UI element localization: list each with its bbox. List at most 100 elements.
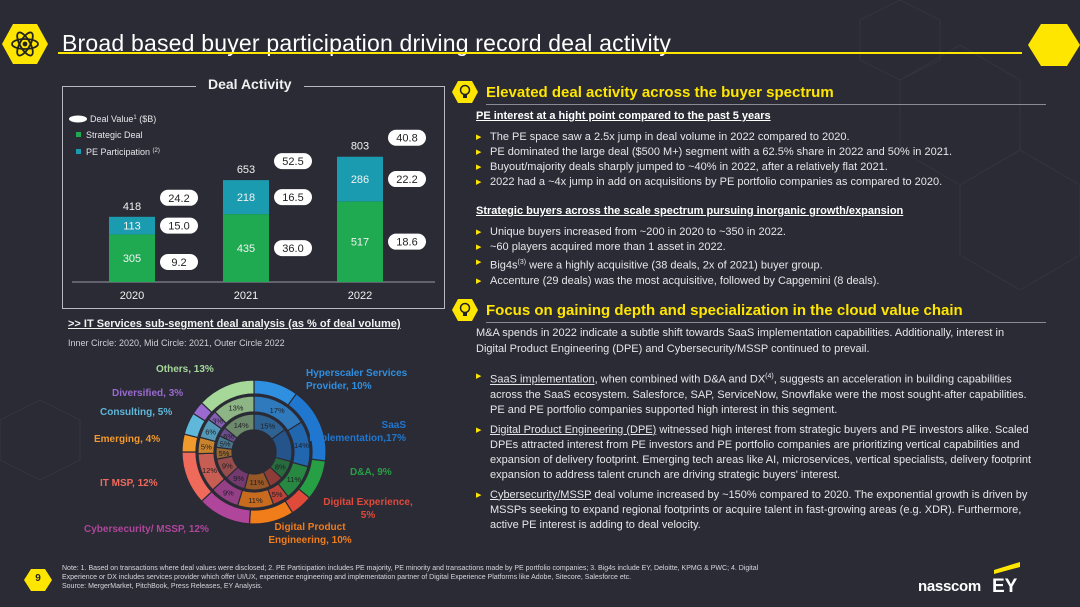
nasscom-logo: nasscom [918, 578, 981, 595]
page-title: Broad based buyer participation driving … [62, 30, 672, 56]
total-deal-value-label: 40.8 [396, 133, 417, 145]
donut-category-label: Consulting, 5% [100, 407, 172, 418]
strategic-value-label: 517 [351, 237, 369, 249]
donut-category-label: D&A, 9% [350, 467, 392, 478]
saas-mid-text: , when combined with D&A and DX [594, 373, 766, 386]
pe-deal-value-label: 22.2 [396, 174, 417, 186]
donut-mid-label: 5% [272, 490, 283, 499]
donut-mid-slice [214, 395, 255, 425]
total-deal-value-label: 52.5 [282, 156, 303, 168]
donut-inner-label: 9% [222, 462, 233, 471]
pe-deal-value-label-pill [388, 171, 426, 188]
title-bar: Broad based buyer participation driving … [0, 18, 1080, 68]
big4-label: Big4s [490, 259, 518, 272]
donut-inner-label: 8% [275, 462, 286, 471]
footnotes: Note: 1. Based on transactions where dea… [62, 564, 862, 591]
footnote-line: Experience or DX includes services provi… [62, 574, 632, 581]
strategic-bullets: Unique buyers increased from ~200 in 202… [476, 225, 1036, 289]
footnote-line: Note: 1. Based on transactions where dea… [62, 565, 759, 572]
donut-outer-slice [200, 379, 255, 414]
ey-logo: EY [992, 562, 1020, 594]
list-item: Cybersecurity/MSSP deal volume increased… [476, 488, 1036, 533]
pe-deal-value-label: 16.5 [282, 192, 303, 204]
pe-deal-value-label-pill [160, 217, 198, 234]
total-deal-value-label-pill [388, 129, 426, 146]
title-underline [58, 52, 1022, 54]
donut-inner-label: 14% [234, 421, 249, 430]
donut-category-label: Cybersecurity/ MSSP, 12% [84, 524, 209, 535]
big4-text: were a highly acquisitive (38 deals, 2x … [526, 259, 823, 272]
strategic-deal-value-label: 18.6 [396, 237, 417, 249]
bar-strategic [223, 214, 269, 282]
pe-deal-value-label: 15.0 [168, 221, 189, 233]
donut-mid-label: 11% [248, 496, 263, 505]
atom-icon [2, 24, 48, 64]
total-deal-value-label-pill [274, 153, 312, 170]
lightbulb-icon [452, 81, 478, 103]
x-tick-label: 2021 [234, 290, 258, 302]
pe-bullets: The PE space saw a 2.5x jump in deal vol… [476, 130, 1036, 190]
list-item: PE dominated the large deal ($500 M+) se… [476, 145, 1036, 160]
bar-strategic [337, 201, 383, 282]
page-number: 9 [24, 568, 52, 592]
donut-inner-slice [223, 413, 255, 439]
section1-title: Elevated deal activity across the buyer … [486, 84, 834, 101]
donut-inner-label: 9% [233, 474, 244, 483]
donut-category-label: Digital Product Engineering, 10% [268, 522, 351, 546]
list-item: ~60 players acquired more than 1 asset i… [476, 240, 1036, 255]
cloud-bullets: SaaS implementation, when combined with … [476, 369, 1036, 538]
subsegment-heading: >> IT Services sub-segment deal analysis… [68, 318, 401, 330]
donut-category-label: Hyperscaler Services Provider, 10% [306, 368, 408, 392]
donut-mid-label: 6% [205, 427, 216, 436]
total-value-label: 653 [237, 164, 255, 176]
donut-category-label: SaaS Implementation,17% [309, 420, 406, 444]
donut-inner-label: 5% [219, 449, 230, 458]
section2-intro: M&A spends in 2022 indicate a subtle shi… [476, 327, 1005, 355]
total-value-label: 803 [351, 141, 369, 153]
deal-activity-chart: Deal Value1 ($B) Strategic Deal PE Partici… [69, 114, 435, 302]
pe-deal-value-label-pill [274, 189, 312, 206]
donut-mid-label: 3% [212, 417, 223, 426]
mssp-link-text: Cybersecurity/MSSP [490, 488, 592, 501]
section2-title: Focus on gaining depth and specializatio… [486, 302, 963, 319]
pe-value-label: 218 [237, 192, 255, 204]
lightbulb-icon [452, 299, 478, 321]
pe-interest-subtitle: PE interest at a hight point compared to… [476, 110, 771, 122]
page-number-text: 9 [35, 573, 41, 584]
saas-tail-text: , suggests an acceleration in building c… [490, 373, 1027, 416]
subsegment-note: Inner Circle: 2020, Mid Circle: 2021, Ou… [68, 338, 285, 348]
strategic-subtitle: Strategic buyers across the scale spectr… [476, 205, 904, 217]
hexagon-logo [1028, 24, 1080, 66]
x-tick-label: 2022 [348, 290, 372, 302]
donut-inner-label: 5% [220, 440, 231, 449]
strategic-deal-value-label-pill [160, 254, 198, 270]
bar-pe [109, 216, 155, 235]
total-deal-value-label-pill [160, 189, 198, 206]
strategic-value-label: 435 [237, 243, 255, 255]
strategic-value-label: 305 [123, 253, 141, 265]
donut-mid-label: 11% [287, 475, 302, 484]
ey-logo-text: EY [992, 576, 1018, 594]
donut-inner-label: 6% [223, 432, 234, 441]
dx-footnote: (4) [765, 373, 774, 380]
donut-inner-label: 15% [260, 421, 275, 430]
strategic-deal-value-label: 9.2 [171, 257, 186, 269]
pe-value-label: 286 [351, 174, 369, 186]
pe-value-label: 113 [123, 221, 141, 233]
dpe-link-text: Digital Product Engineering (DPE) [490, 423, 657, 436]
section1-rule [486, 104, 1046, 105]
list-item: Buyout/majority deals sharply jumped to … [476, 160, 1036, 175]
donut-mid-label: 17% [270, 406, 285, 415]
strategic-deal-value-label-pill [388, 233, 426, 250]
legend-strategic-marker [76, 132, 81, 137]
section2-header: Focus on gaining depth and specializatio… [452, 298, 1052, 324]
donut-category-label: Others, 13% [156, 364, 214, 375]
saas-link-text: SaaS implementation [490, 373, 595, 386]
list-item: 2022 had a ~4x jump in add on acquisitio… [476, 175, 1036, 190]
donut-category-label: Diversified, 3% [112, 388, 183, 399]
section1-header: Elevated deal activity across the buyer … [452, 80, 1052, 106]
legend-strategic-label: Strategic Deal [86, 130, 143, 140]
strategic-deal-value-label-pill [274, 240, 312, 257]
donut-category-label: IT MSP, 12% [100, 478, 158, 489]
donut-mid-label: 5% [201, 442, 212, 451]
